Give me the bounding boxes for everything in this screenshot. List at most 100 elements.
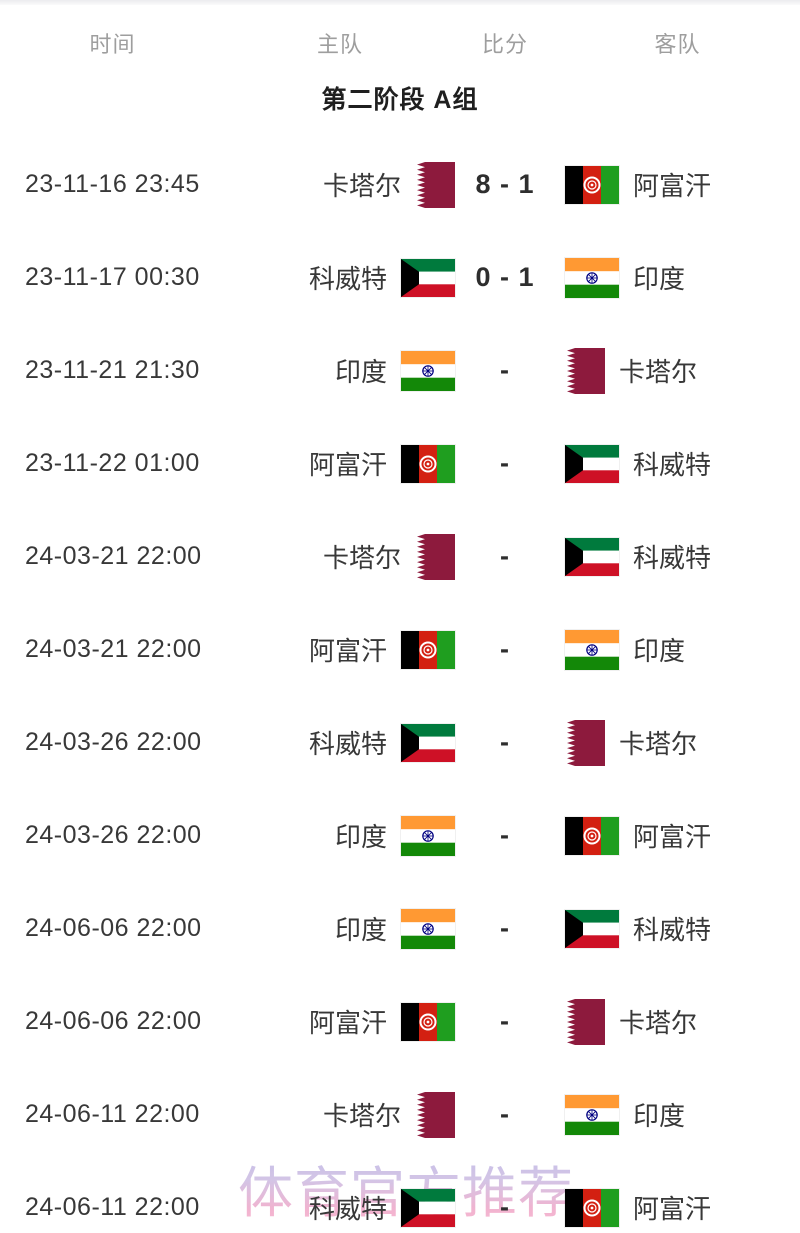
away-team-name: 卡塔尔 (619, 1008, 698, 1038)
away-team-name: 印度 (633, 264, 686, 294)
home-flag-slot (400, 722, 456, 763)
india-flag-icon (400, 907, 456, 950)
away-flag-slot (564, 164, 620, 205)
match-row[interactable]: 23-11-22 01:00 阿富汗 - 科威特 (0, 417, 800, 510)
match-score: - (500, 355, 510, 385)
top-divider (0, 0, 800, 5)
match-time: 24-03-26 22:00 (25, 728, 202, 756)
home-team-name: 卡塔尔 (322, 171, 401, 201)
kuwait-flag-icon (564, 908, 620, 949)
afghanistan-flag-icon (564, 164, 620, 205)
match-score: 8 - 1 (475, 169, 535, 199)
home-team-name: 印度 (334, 822, 387, 852)
away-team-name: 科威特 (633, 543, 712, 573)
away-team-cell: 印度 (555, 256, 800, 299)
match-row[interactable]: 24-06-06 22:00 印度 - 科威特 (0, 882, 800, 975)
match-row[interactable]: 23-11-21 21:30 印度 - 卡塔尔 (0, 324, 800, 417)
home-team-name: 阿富汗 (308, 450, 387, 480)
away-team-name: 印度 (633, 636, 686, 666)
home-team-name: 印度 (334, 915, 387, 945)
match-time: 24-03-21 22:00 (25, 542, 202, 570)
home-team-cell: 卡塔尔 (225, 161, 455, 208)
away-team-cell: 阿富汗 (555, 164, 800, 205)
home-team-name: 科威特 (308, 1194, 387, 1224)
home-team-cell: 印度 (225, 349, 456, 392)
away-flag-slot (564, 1093, 620, 1136)
away-flag-slot (565, 998, 605, 1045)
match-time: 24-06-11 22:00 (25, 1193, 200, 1221)
away-team-name: 阿富汗 (633, 822, 712, 852)
home-flag-slot (415, 1091, 455, 1138)
india-flag-icon (400, 349, 456, 392)
match-score: - (500, 1192, 510, 1222)
match-row[interactable]: 23-11-17 00:30 科威特 0 - 1 印度 (0, 231, 800, 324)
match-score: - (500, 820, 510, 850)
afghanistan-flag-icon (400, 1001, 456, 1042)
home-flag-slot (400, 907, 456, 950)
kuwait-flag-icon (564, 536, 620, 577)
home-team-cell: 阿富汗 (225, 1001, 456, 1042)
match-time: 23-11-22 01:00 (25, 449, 200, 477)
away-flag-slot (565, 719, 605, 766)
match-row[interactable]: 24-06-11 22:00 科威特 - 阿富汗 (0, 1161, 800, 1233)
match-row[interactable]: 24-03-26 22:00 印度 - 阿富汗 (0, 789, 800, 882)
away-flag-slot (564, 443, 620, 484)
away-team-name: 卡塔尔 (619, 729, 698, 759)
home-team-name: 卡塔尔 (322, 1101, 401, 1131)
home-team-name: 阿富汗 (308, 636, 387, 666)
home-flag-slot (400, 1001, 456, 1042)
match-row[interactable]: 24-03-26 22:00 科威特 - 卡塔尔 (0, 696, 800, 789)
match-score: - (500, 727, 510, 757)
kuwait-flag-icon (400, 257, 456, 298)
away-team-name: 科威特 (633, 915, 712, 945)
qatar-flag-icon (415, 161, 455, 208)
home-flag-slot (400, 1187, 456, 1228)
home-flag-slot (400, 257, 456, 298)
away-flag-slot (564, 628, 620, 671)
away-team-name: 印度 (633, 1101, 686, 1131)
home-team-name: 阿富汗 (308, 1008, 387, 1038)
column-header-time: 时间 (89, 32, 136, 57)
india-flag-icon (564, 256, 620, 299)
home-team-cell: 科威特 (225, 1187, 456, 1228)
india-flag-icon (564, 1093, 620, 1136)
match-row[interactable]: 24-06-06 22:00 阿富汗 - 卡塔尔 (0, 975, 800, 1068)
away-team-cell: 印度 (555, 628, 800, 671)
match-score: - (500, 1006, 510, 1036)
afghanistan-flag-icon (564, 1187, 620, 1228)
away-flag-slot (564, 536, 620, 577)
group-title: 第二阶段 A组 (321, 86, 479, 114)
home-team-cell: 阿富汗 (225, 443, 456, 484)
home-team-cell: 印度 (225, 907, 456, 950)
afghanistan-flag-icon (400, 629, 456, 670)
match-row[interactable]: 24-03-21 22:00 卡塔尔 - 科威特 (0, 510, 800, 603)
away-flag-slot (564, 1187, 620, 1228)
kuwait-flag-icon (400, 1187, 456, 1228)
match-time: 23-11-17 00:30 (25, 263, 200, 291)
column-header-home: 主队 (316, 32, 363, 57)
away-team-cell: 科威特 (555, 536, 800, 577)
home-flag-slot (400, 349, 456, 392)
away-team-cell: 卡塔尔 (555, 998, 800, 1045)
match-score: - (500, 448, 510, 478)
away-team-cell: 科威特 (555, 443, 800, 484)
away-team-name: 科威特 (633, 450, 712, 480)
match-score: 0 - 1 (475, 262, 535, 292)
away-flag-slot (564, 908, 620, 949)
match-row[interactable]: 24-03-21 22:00 阿富汗 - 印度 (0, 603, 800, 696)
home-team-cell: 卡塔尔 (225, 533, 455, 580)
match-row[interactable]: 23-11-16 23:45 卡塔尔 8 - 1 阿富汗 (0, 138, 800, 231)
match-row[interactable]: 24-06-11 22:00 卡塔尔 - 印度 (0, 1068, 800, 1161)
india-flag-icon (564, 628, 620, 671)
away-team-cell: 科威特 (555, 908, 800, 949)
home-team-cell: 卡塔尔 (225, 1091, 455, 1138)
away-team-name: 卡塔尔 (619, 357, 698, 387)
away-flag-slot (565, 347, 605, 394)
match-list: 23-11-16 23:45 卡塔尔 8 - 1 阿富汗 23-11-17 00… (0, 138, 800, 1233)
match-score: - (500, 634, 510, 664)
away-team-name: 阿富汗 (633, 171, 712, 201)
away-team-cell: 卡塔尔 (555, 719, 800, 766)
away-team-name: 阿富汗 (633, 1194, 712, 1224)
match-time: 24-06-06 22:00 (25, 914, 202, 942)
